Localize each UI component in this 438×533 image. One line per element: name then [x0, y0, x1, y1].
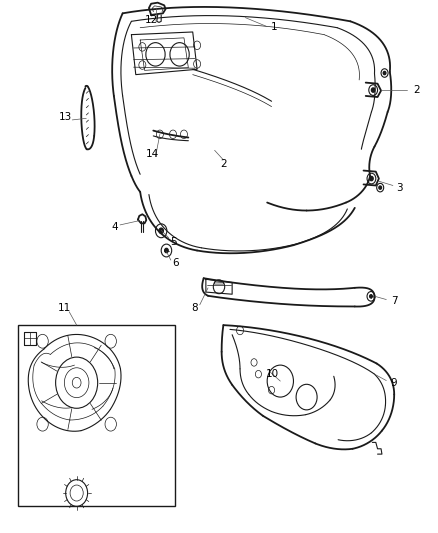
Text: 8: 8 — [191, 303, 198, 313]
Text: 3: 3 — [396, 183, 403, 192]
Circle shape — [159, 228, 163, 233]
Text: 2: 2 — [220, 159, 227, 169]
Circle shape — [379, 186, 381, 189]
Circle shape — [370, 176, 373, 181]
Circle shape — [370, 295, 372, 298]
Text: 4: 4 — [111, 222, 118, 232]
Text: 1: 1 — [270, 22, 277, 31]
Circle shape — [371, 88, 375, 92]
Text: 14: 14 — [146, 149, 159, 158]
Circle shape — [165, 248, 168, 253]
Text: 10: 10 — [266, 369, 279, 379]
Text: 5: 5 — [170, 237, 177, 247]
Text: 7: 7 — [391, 296, 398, 306]
Text: 9: 9 — [390, 378, 397, 387]
Text: 13: 13 — [59, 112, 72, 122]
Circle shape — [383, 71, 386, 75]
Text: 6: 6 — [172, 259, 179, 268]
Text: 12: 12 — [145, 15, 158, 25]
Text: 2: 2 — [413, 85, 420, 94]
Bar — [18, 325, 175, 506]
Text: 11: 11 — [58, 303, 71, 313]
